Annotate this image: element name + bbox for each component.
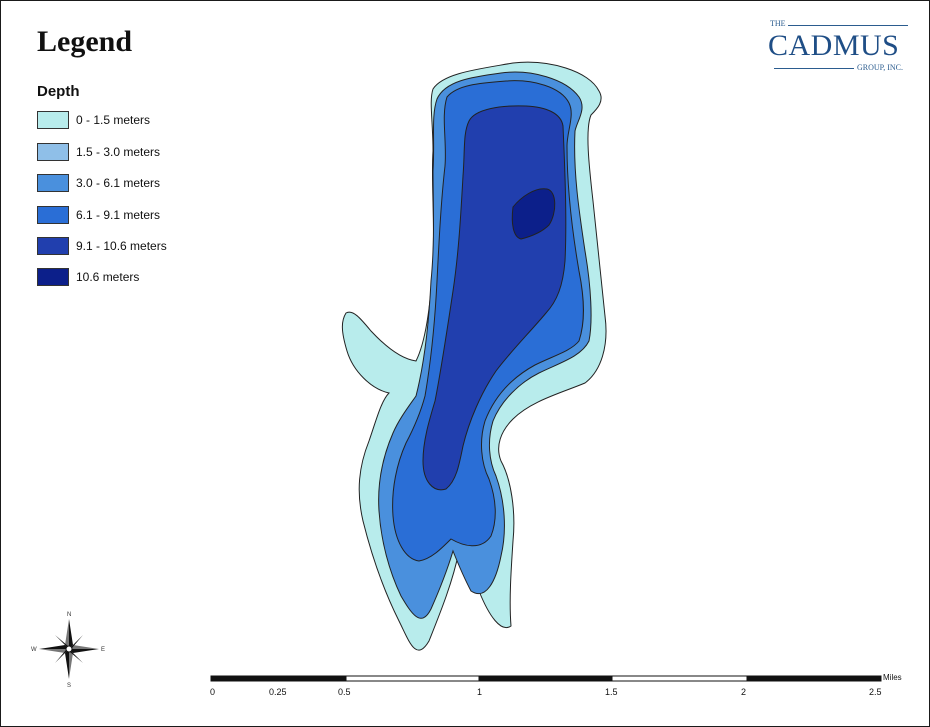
scale-segment-filled bbox=[479, 676, 612, 681]
legend-swatch bbox=[37, 206, 69, 224]
legend-label: 9.1 - 10.6 meters bbox=[76, 239, 167, 253]
scale-segment-empty bbox=[611, 675, 748, 682]
legend-label: 6.1 - 9.1 meters bbox=[76, 208, 161, 222]
legend-swatch bbox=[37, 268, 69, 286]
legend-label: 3.0 - 6.1 meters bbox=[76, 176, 161, 190]
compass-south-label: S bbox=[67, 683, 71, 689]
scale-tick-label: 0.5 bbox=[338, 687, 351, 697]
legend-item: 0 - 1.5 meters bbox=[37, 110, 150, 130]
logo-rule bbox=[788, 25, 908, 26]
legend-title: Legend bbox=[37, 25, 133, 58]
compass-north-label: N bbox=[67, 612, 71, 618]
compass-west-label: W bbox=[31, 647, 37, 653]
scale-segment-filled bbox=[211, 676, 346, 681]
logo-prefix: THE bbox=[770, 19, 786, 28]
compass-rose: N S E W bbox=[31, 612, 105, 689]
legend-item: 3.0 - 6.1 meters bbox=[37, 173, 160, 193]
logo-suffix: GROUP, INC. bbox=[857, 63, 904, 72]
legend-item: 1.5 - 3.0 meters bbox=[37, 142, 160, 162]
legend-swatch bbox=[37, 111, 69, 129]
depth-zone-10-6 bbox=[511, 188, 556, 240]
scale-tick-label: 2.5 bbox=[869, 687, 882, 697]
logo-name: CADMUS bbox=[768, 29, 900, 62]
compass-east-label: E bbox=[101, 647, 105, 653]
scale-outline bbox=[210, 675, 882, 682]
legend-swatch bbox=[37, 143, 69, 161]
scale-tick-label: 0.25 bbox=[269, 687, 287, 697]
legend-item: 6.1 - 9.1 meters bbox=[37, 205, 160, 225]
legend-label: 0 - 1.5 meters bbox=[76, 113, 151, 127]
legend-item: 9.1 - 10.6 meters bbox=[37, 236, 167, 256]
scale-unit: Miles bbox=[883, 673, 902, 682]
legend-swatch bbox=[37, 237, 69, 255]
legend-label: 1.5 - 3.0 meters bbox=[76, 145, 161, 159]
compass-star-icon bbox=[39, 619, 99, 679]
scale-bar-segments bbox=[210, 675, 882, 682]
scale-segment-filled bbox=[747, 676, 881, 681]
scale-tick-label: 1 bbox=[477, 687, 482, 697]
logo-rule bbox=[774, 68, 854, 69]
scale-tick-label: 0 bbox=[210, 687, 215, 697]
scale-segment-empty bbox=[345, 675, 480, 682]
scale-tick-label: 1.5 bbox=[605, 687, 618, 697]
legend-field-label: Depth bbox=[37, 83, 80, 100]
legend-item: 10.6 meters bbox=[37, 267, 139, 287]
scale-tick-label: 2 bbox=[741, 687, 746, 697]
legend-swatch bbox=[37, 174, 69, 192]
cadmus-logo: THE CADMUS GROUP, INC. bbox=[766, 19, 911, 87]
legend-label: 10.6 meters bbox=[76, 270, 140, 284]
